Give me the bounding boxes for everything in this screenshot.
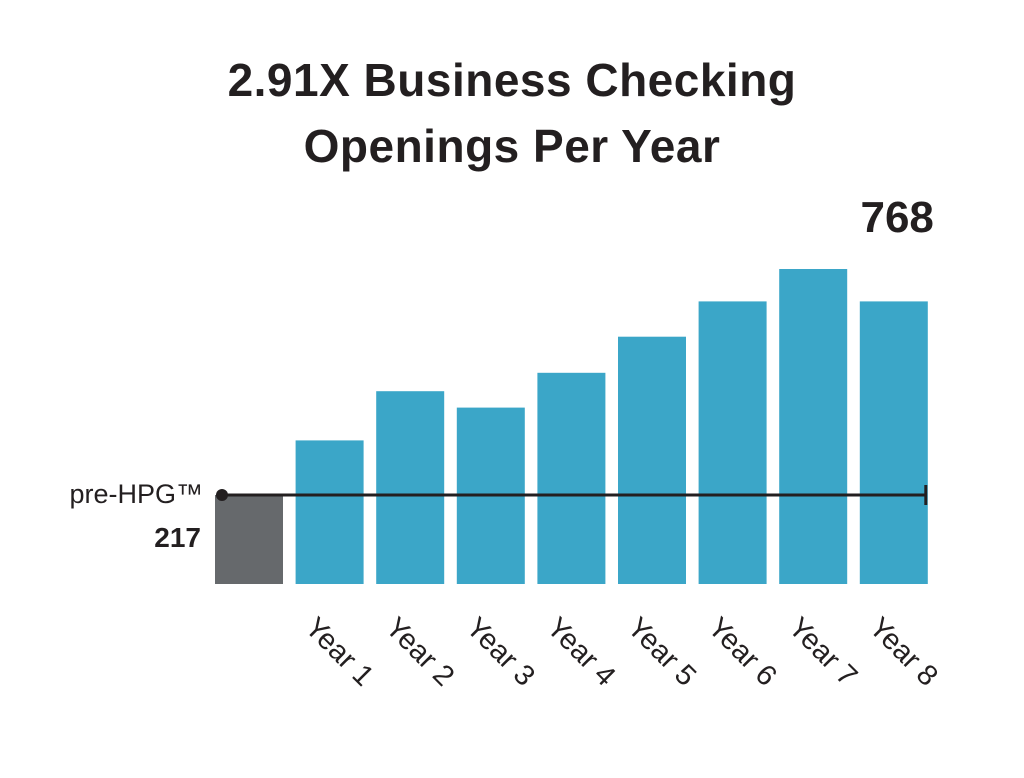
x-tick-label-year-4: Year 4 — [540, 611, 621, 692]
x-tick-label-year-2: Year 2 — [379, 611, 460, 692]
x-tick-label-year-6: Year 6 — [702, 611, 783, 692]
bar-year-7 — [779, 269, 848, 584]
chart-title-line-1: 2.91X Business Checking — [227, 54, 797, 106]
chart-title-line-2: Openings Per Year — [303, 120, 721, 172]
baseline-label: pre-HPG™ — [69, 479, 203, 509]
baseline-value-label: 217 — [154, 522, 201, 553]
x-tick-label-year-7: Year 7 — [782, 611, 863, 692]
x-tick-label-year-1: Year 1 — [299, 611, 380, 692]
bar-year-6 — [698, 301, 767, 584]
x-tick-label-year-8: Year 8 — [863, 611, 944, 692]
reference-line-start-dot — [216, 489, 228, 501]
bar-year-1 — [295, 440, 364, 584]
x-tick-label-year-5: Year 5 — [621, 611, 702, 692]
bar-year-4 — [537, 372, 606, 584]
bar-pre-hpg — [215, 495, 283, 584]
x-tick-label-year-3: Year 3 — [460, 611, 541, 692]
bar-year-5 — [618, 336, 686, 584]
bar-year-2 — [376, 391, 445, 584]
peak-value-label: 768 — [860, 193, 933, 242]
bar-year-8 — [859, 301, 928, 584]
